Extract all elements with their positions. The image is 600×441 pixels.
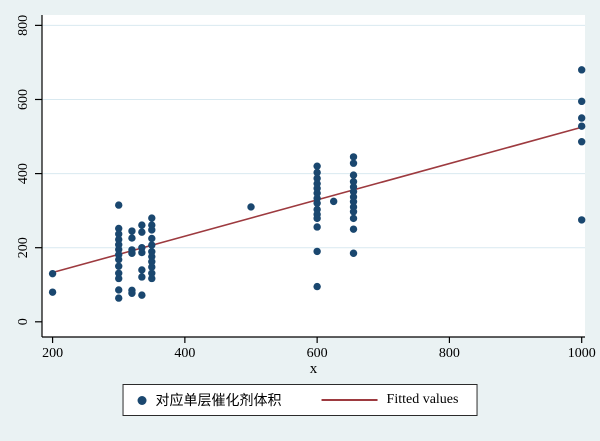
data-point — [577, 66, 586, 74]
data-point — [138, 221, 146, 229]
data-point — [313, 174, 321, 183]
data-point — [138, 291, 146, 299]
data-point — [313, 199, 321, 207]
data-point — [148, 252, 156, 261]
y-tick-label: 200 — [16, 237, 31, 258]
data-point — [313, 223, 321, 231]
data-point — [349, 208, 358, 216]
data-point — [349, 178, 358, 186]
data-point — [148, 241, 156, 249]
data-point — [313, 282, 321, 291]
data-point — [148, 258, 156, 266]
x-tick-label: 1000 — [568, 346, 596, 361]
data-point — [128, 249, 136, 257]
data-point — [148, 226, 156, 234]
data-point — [115, 269, 123, 277]
data-point — [329, 197, 338, 206]
data-point — [349, 153, 358, 161]
data-point — [148, 274, 156, 283]
data-point — [115, 235, 123, 244]
scatter-marker-icon — [137, 395, 147, 405]
plot-area — [42, 15, 585, 337]
data-point — [313, 162, 321, 170]
data-point — [313, 168, 321, 177]
y-tick-label: 0 — [16, 318, 31, 325]
fitted-line-icon — [321, 399, 378, 401]
data-point — [115, 286, 123, 294]
data-point — [128, 227, 136, 235]
data-point — [138, 248, 146, 257]
data-point — [349, 171, 358, 179]
y-tick-label: 600 — [16, 89, 31, 110]
data-point — [115, 201, 123, 209]
data-point — [115, 274, 123, 283]
data-point — [313, 247, 321, 256]
data-point — [577, 138, 586, 146]
data-point — [48, 288, 57, 296]
data-point — [577, 122, 586, 130]
data-point — [115, 224, 123, 233]
x-tick-label: 600 — [307, 346, 328, 361]
y-tick-label: 800 — [16, 15, 31, 36]
legend-entry-scatter: 对应单层催化剂体积 — [137, 390, 282, 410]
data-point — [115, 294, 123, 302]
data-point — [577, 97, 586, 106]
legend: 对应单层催化剂体积 Fitted values — [122, 384, 478, 416]
data-point — [128, 289, 136, 297]
data-point — [349, 249, 358, 257]
scatter-legend-label: 对应单层催化剂体积 — [155, 394, 282, 409]
data-point — [349, 159, 358, 167]
data-point — [148, 214, 156, 222]
data-point — [577, 114, 586, 122]
data-point — [313, 214, 321, 223]
data-point — [115, 230, 123, 238]
data-point — [349, 188, 358, 196]
data-point — [349, 225, 358, 233]
data-point — [128, 234, 136, 242]
x-tick-label: 400 — [174, 346, 195, 361]
x-axis-title: x — [310, 361, 318, 377]
data-point — [247, 203, 255, 211]
data-point — [349, 214, 358, 223]
data-point — [115, 245, 123, 254]
data-point — [313, 189, 321, 197]
data-point — [148, 234, 156, 243]
data-point — [138, 273, 146, 281]
y-tick-label: 400 — [16, 163, 31, 184]
legend-entry-fitted: Fitted values — [321, 392, 459, 408]
data-point — [115, 255, 123, 264]
fitted-legend-label: Fitted values — [386, 392, 459, 407]
data-point — [349, 198, 358, 206]
data-point — [115, 262, 123, 270]
x-tick-label: 800 — [439, 346, 460, 361]
data-point — [48, 269, 57, 278]
data-point — [138, 228, 146, 236]
data-point — [138, 266, 146, 274]
x-tick-label: 200 — [42, 346, 63, 361]
data-point — [577, 216, 586, 224]
data-point — [148, 269, 156, 277]
data-point — [148, 263, 156, 271]
